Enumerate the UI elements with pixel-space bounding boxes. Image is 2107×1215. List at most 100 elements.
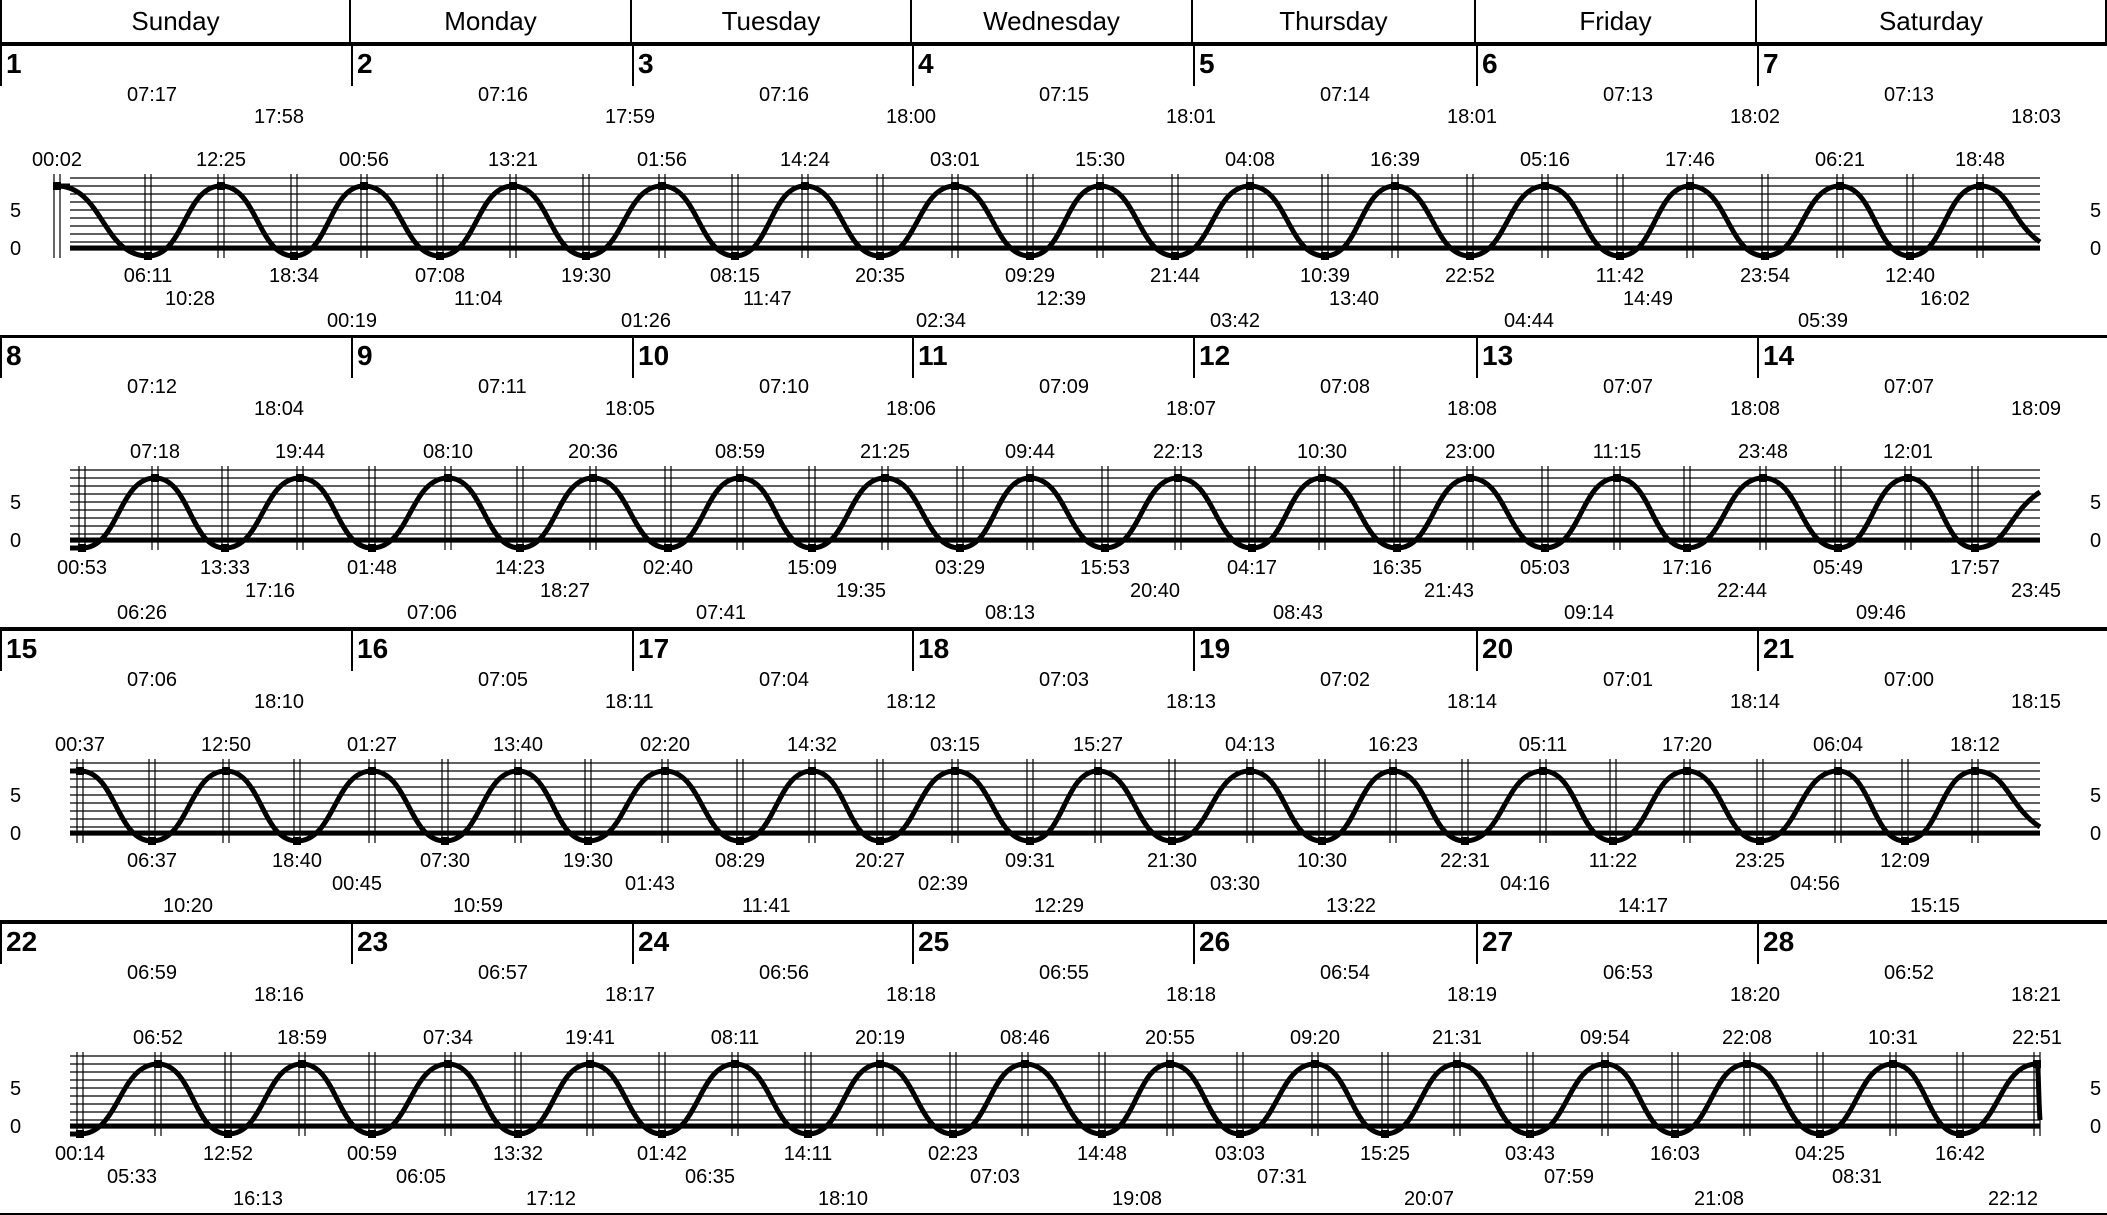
- day-cell: [351, 922, 632, 964]
- tide-point: [1166, 1060, 1174, 1068]
- tide-chart: 00:02 06:11 12:25 18:34 00:56 07:08 13:21 19:30…: [32, 149, 2042, 287]
- low-tide-label: 06:11: [124, 265, 173, 287]
- tide-point: [658, 1130, 666, 1138]
- high-tide-label: 05:16: [1520, 149, 1570, 171]
- day-cell: [0, 336, 351, 378]
- y-tick-label: 5: [2090, 492, 2102, 514]
- high-tide-label: 08:11: [711, 1027, 760, 1049]
- day-cell: [0, 629, 351, 671]
- day-cell: [1193, 44, 1476, 86]
- y-tick-label: 5: [2090, 200, 2102, 222]
- moon-time: 05:39: [1798, 310, 1849, 332]
- tide-point: [808, 767, 816, 775]
- sunset-time: 18:18: [1166, 984, 1217, 1006]
- moon-time: 11:41: [742, 895, 791, 917]
- weekday-header-monday: Monday: [351, 0, 632, 44]
- tide-point: [658, 182, 666, 190]
- tide-point: [53, 182, 61, 190]
- high-tide-label: 04:08: [1225, 149, 1275, 171]
- day-number: 8: [6, 340, 22, 371]
- tide-point: [514, 767, 522, 775]
- low-tide-label: 07:08: [415, 265, 465, 287]
- moon-time: 21:08: [1694, 1188, 1745, 1210]
- low-tide-label: 16:03: [1650, 1143, 1700, 1165]
- high-tide-label: 00:37: [55, 734, 105, 756]
- high-tide-label: 20:55: [1145, 1027, 1195, 1049]
- moon-time: 19:35: [836, 580, 887, 602]
- moon-time: 08:43: [1273, 602, 1324, 624]
- high-tide-label: 19:44: [275, 441, 325, 463]
- sunrise-time: 07:17: [127, 84, 178, 106]
- day-number: 14: [1763, 340, 1795, 371]
- sunrise-time: 06:52: [1884, 962, 1935, 984]
- tide-point: [808, 544, 816, 552]
- sunrise-time: 07:10: [759, 376, 810, 398]
- moon-time: 00:19: [327, 310, 378, 332]
- tide-point: [1453, 1060, 1461, 1068]
- low-tide-label: 13:32: [493, 1143, 543, 1165]
- tide-point: [224, 1130, 232, 1138]
- moon-time: 07:31: [1257, 1166, 1308, 1188]
- day-cell: [632, 44, 912, 86]
- moon-time: 07:41: [696, 602, 747, 624]
- high-tide-label: 22:51: [2012, 1027, 2062, 1049]
- tide-point: [1021, 1060, 1029, 1068]
- sunset-time: 18:21: [2011, 984, 2062, 1006]
- tide-point: [368, 1130, 376, 1138]
- tide-point: [1026, 837, 1034, 845]
- day-cell: [1757, 44, 2107, 86]
- high-tide-label: 03:01: [930, 149, 980, 171]
- low-tide-label: 03:03: [1215, 1143, 1265, 1165]
- tide-point: [290, 252, 298, 260]
- tide-point: [1836, 182, 1844, 190]
- high-tide-label: 09:20: [1290, 1027, 1340, 1049]
- tide-point: [1391, 182, 1399, 190]
- moon-time: 06:35: [685, 1166, 736, 1188]
- high-tide-label: 15:30: [1075, 149, 1125, 171]
- tide-point: [661, 767, 669, 775]
- day-cell: [351, 336, 632, 378]
- low-tide-label: 02:40: [643, 557, 693, 579]
- low-tide-label: 21:44: [1150, 265, 1200, 287]
- tide-point: [586, 1060, 594, 1068]
- low-tide-label: 14:11: [784, 1143, 833, 1165]
- tide-point: [1904, 474, 1912, 482]
- tide-point: [509, 182, 517, 190]
- tide-point: [360, 182, 368, 190]
- high-tide-label: 21:31: [1432, 1027, 1482, 1049]
- sunrise-time: 06:54: [1320, 962, 1371, 984]
- tide-point: [1683, 767, 1691, 775]
- tide-point: [1971, 544, 1979, 552]
- moon-time: 04:44: [1504, 310, 1555, 332]
- high-tide-label: 17:46: [1665, 149, 1715, 171]
- day-number: 15: [6, 633, 38, 664]
- tide-point: [222, 767, 230, 775]
- sunset-time: 18:14: [1730, 691, 1781, 713]
- tide-point: [1526, 1130, 1534, 1138]
- day-cell: [1757, 922, 2107, 964]
- moon-time: 16:02: [1920, 288, 1971, 310]
- high-tide-label: 03:15: [930, 734, 980, 756]
- high-tide-label: 06:04: [1813, 734, 1863, 756]
- moon-time: 02:34: [916, 310, 967, 332]
- tide-point: [436, 252, 444, 260]
- moon-time: 07:03: [970, 1166, 1021, 1188]
- tide-chart: 00:37 06:37 12:50 18:40 01:27 07:30 13:40 19:30…: [55, 734, 2042, 872]
- y-tick-label: 0: [2090, 1116, 2102, 1138]
- day-cell: [1476, 629, 1757, 671]
- low-tide-label: 17:16: [1662, 557, 1712, 579]
- high-tide-label: 10:31: [1868, 1027, 1918, 1049]
- tide-point: [1096, 182, 1104, 190]
- sunset-time: 18:13: [1166, 691, 1217, 713]
- low-tide-label: 08:29: [715, 850, 765, 872]
- tide-point: [664, 544, 672, 552]
- moon-time: 20:40: [1130, 580, 1181, 602]
- high-tide-label: 18:48: [1955, 149, 2005, 171]
- tide-point: [1601, 1060, 1609, 1068]
- tide-point: [148, 837, 156, 845]
- high-tide-label: 18:12: [1950, 734, 2000, 756]
- y-tick-label: 0: [2090, 530, 2102, 552]
- day-number: 1: [6, 48, 22, 79]
- tide-point: [441, 837, 449, 845]
- sunrise-time: 07:14: [1320, 84, 1371, 106]
